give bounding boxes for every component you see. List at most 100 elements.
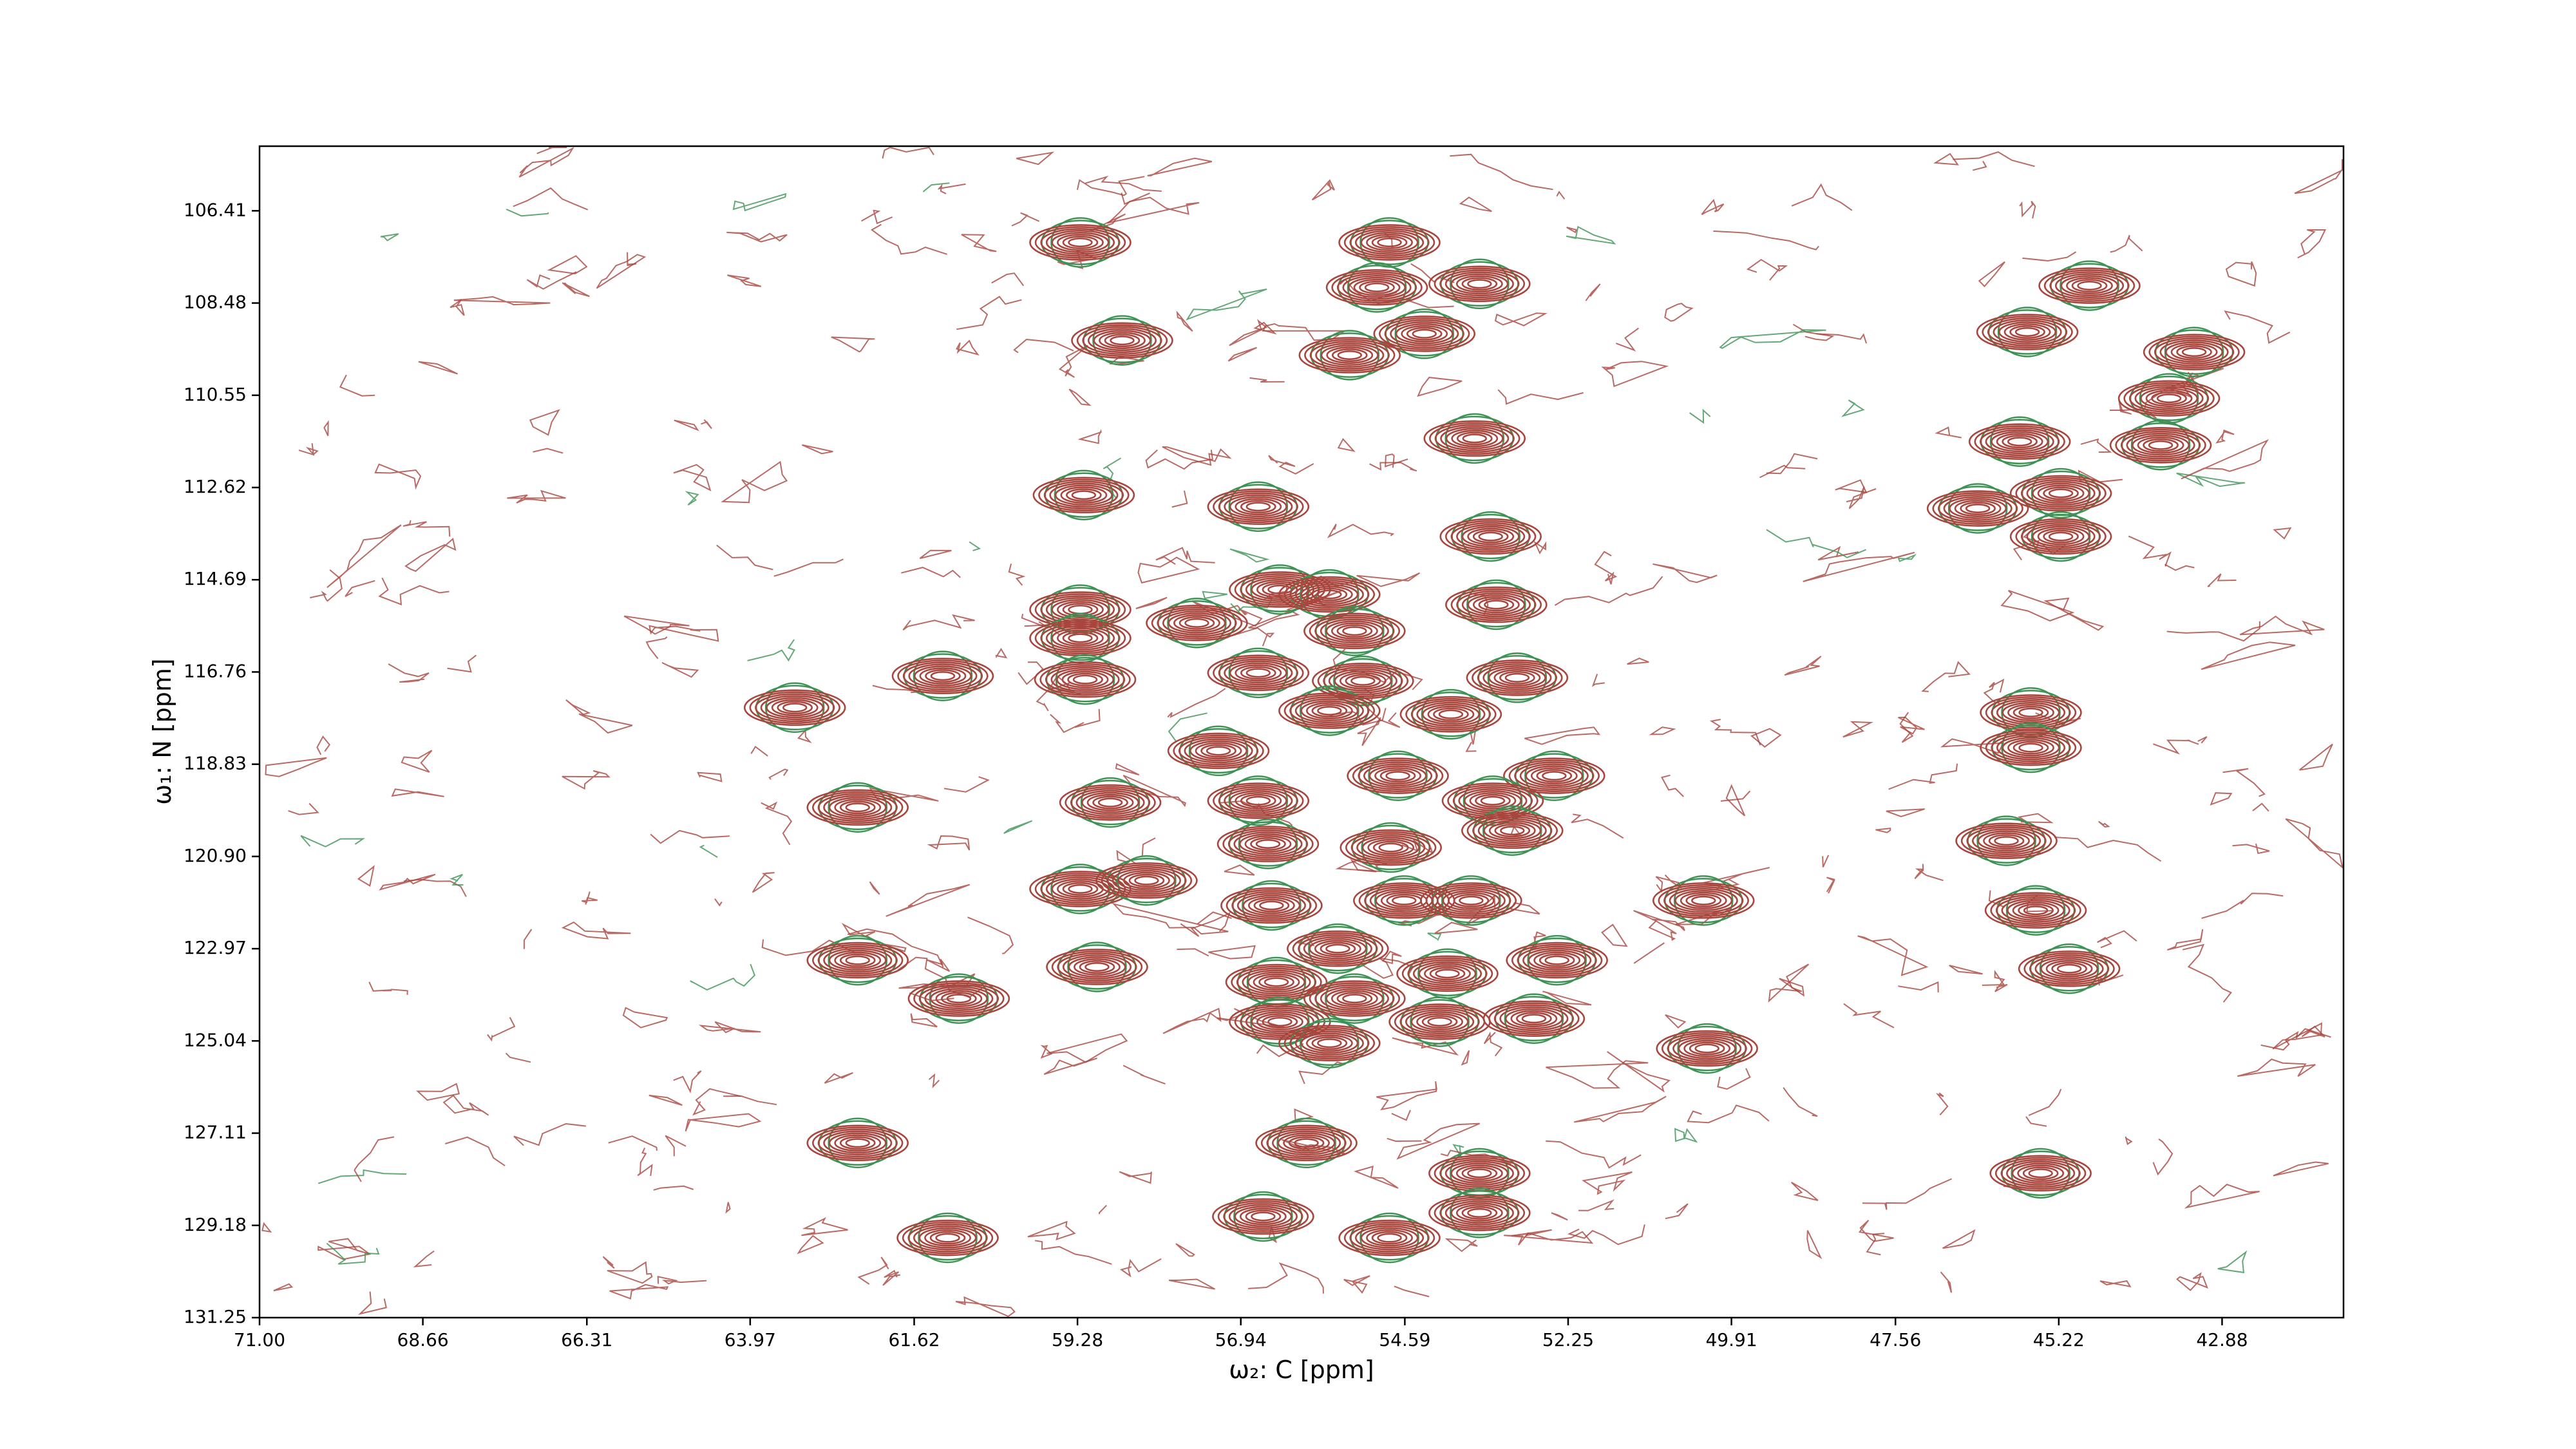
contour	[1046, 949, 1148, 985]
peak	[1445, 579, 1548, 630]
contour	[1428, 265, 1531, 303]
contour	[1325, 988, 1384, 1010]
contour	[823, 795, 893, 820]
contour	[1240, 500, 1276, 514]
contour	[2009, 475, 2112, 512]
contour	[925, 669, 961, 683]
noise-contour	[1401, 838, 1434, 855]
contour	[1167, 732, 1270, 770]
noise-contour	[1655, 874, 1682, 893]
negative-contour	[1441, 875, 1501, 926]
noise-contour	[2297, 229, 2327, 259]
noise-contour	[442, 1094, 489, 1116]
noise-contour	[300, 835, 366, 848]
contour	[2018, 950, 2121, 987]
contour	[1990, 894, 2081, 927]
contour	[1528, 949, 1586, 971]
contour	[1253, 973, 1300, 991]
contour	[1068, 956, 1126, 978]
noise-contour	[562, 770, 611, 790]
contour	[2002, 435, 2038, 449]
contour	[1040, 623, 1121, 653]
contour	[1423, 420, 1526, 457]
noise-contour	[967, 916, 1014, 954]
noise-contour	[1546, 1060, 1649, 1089]
contour	[1320, 618, 1389, 644]
negative-contour	[2031, 468, 2091, 519]
noise-contour	[1112, 903, 1229, 935]
contour	[1315, 343, 1385, 368]
noise-contour	[1792, 323, 1835, 341]
contour	[1374, 767, 1421, 785]
contour	[1110, 336, 1135, 346]
noise-contour	[1806, 1230, 1823, 1260]
contour	[1253, 898, 1290, 913]
noise-contour	[513, 187, 589, 211]
contour	[749, 691, 840, 724]
negative-contour	[1673, 875, 1734, 926]
contour	[743, 689, 846, 726]
negative-contour	[1067, 942, 1127, 992]
noise-contour	[1427, 933, 1442, 941]
contour	[1245, 1209, 1282, 1224]
contour	[1972, 828, 2041, 854]
noise-contour	[761, 801, 793, 846]
contour	[1459, 895, 1484, 905]
noise-contour	[725, 1202, 731, 1214]
contour	[1207, 488, 1310, 526]
contour	[2012, 741, 2049, 755]
peak	[2009, 468, 2112, 519]
contour	[1455, 275, 1503, 293]
noise-contour	[1768, 963, 1810, 1003]
noise-contour	[1627, 658, 1649, 665]
noise-contour	[368, 981, 408, 995]
noise-contour	[714, 898, 723, 907]
negative-contour	[1463, 775, 1523, 826]
contour	[1976, 314, 2079, 350]
contour	[1517, 945, 1597, 975]
noise-contour	[378, 577, 450, 606]
contour	[913, 982, 1005, 1015]
contour	[1305, 585, 1353, 603]
contour	[2032, 482, 2090, 504]
noise-contour	[1898, 716, 1925, 735]
contour	[1652, 882, 1755, 919]
noise-contour	[1229, 548, 1270, 563]
contour	[1218, 658, 1298, 688]
noise-contour	[1713, 230, 1819, 251]
contour	[1259, 900, 1284, 911]
noise-contour	[1137, 556, 1200, 584]
negative-contour	[1527, 934, 1587, 986]
contour	[1218, 786, 1298, 815]
noise-contour	[316, 735, 330, 755]
negative-contour	[1054, 469, 1114, 521]
contour	[1207, 782, 1310, 819]
noise-contour	[2054, 837, 2162, 862]
contour	[2170, 343, 2218, 361]
noise-contour	[1983, 678, 2005, 705]
noise-contour	[402, 520, 451, 537]
noise-contour	[927, 835, 971, 851]
contour	[1112, 867, 1181, 893]
contour	[1421, 1015, 1458, 1029]
contour	[2007, 703, 2054, 721]
noise-contour	[1826, 876, 1835, 894]
noise-contour	[1008, 564, 1026, 586]
contour	[1309, 982, 1401, 1015]
noise-contour	[752, 872, 775, 893]
contour	[1966, 826, 2047, 856]
negative-contour	[1368, 750, 1428, 801]
contour	[1034, 621, 1126, 655]
contour	[1488, 1002, 1580, 1036]
noise-contour	[1106, 196, 1200, 224]
peak	[1059, 777, 1162, 828]
peak	[1325, 262, 1428, 313]
contour	[1439, 1159, 1520, 1188]
contour	[1231, 891, 1312, 920]
noise-contour	[1381, 951, 1402, 965]
contour	[2003, 323, 2051, 341]
contour	[907, 980, 1010, 1017]
noise-contour	[685, 491, 699, 506]
contour	[1242, 895, 1301, 916]
contour	[935, 990, 983, 1008]
